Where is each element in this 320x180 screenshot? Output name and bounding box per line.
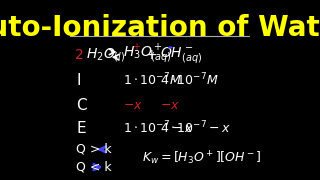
Text: $-x$: $-x$ [160,100,180,112]
Text: $4 \cdot 10^{-7} M$: $4 \cdot 10^{-7} M$ [160,72,219,89]
Text: $4 \cdot 10^{-7} - x$: $4 \cdot 10^{-7} - x$ [160,120,231,136]
Text: Q > k: Q > k [76,143,112,156]
Text: +: + [146,48,157,62]
Text: $1 \cdot 10^{-7}M$: $1 \cdot 10^{-7}M$ [123,72,182,89]
Text: C: C [76,98,87,113]
Text: $+$: $+$ [132,41,141,52]
Text: Q < k: Q < k [76,161,112,174]
Text: I: I [76,73,81,88]
Text: $1 \cdot 10^{-7} - x$: $1 \cdot 10^{-7} - x$ [123,120,194,136]
Text: 2: 2 [76,48,84,62]
Text: $H_3O^+_{(aq)}$: $H_3O^+_{(aq)}$ [123,43,172,66]
Text: E: E [76,121,86,136]
Text: $-x$: $-x$ [123,100,143,112]
Text: $H_2O_{(l)}$: $H_2O_{(l)}$ [86,46,126,64]
Text: Auto-Ionization of Water: Auto-Ionization of Water [0,14,320,42]
Text: $OH^-_{(aq)}$: $OH^-_{(aq)}$ [160,45,202,64]
Text: $K_w = [H_3O^+][OH^-]$: $K_w = [H_3O^+][OH^-]$ [142,150,262,167]
